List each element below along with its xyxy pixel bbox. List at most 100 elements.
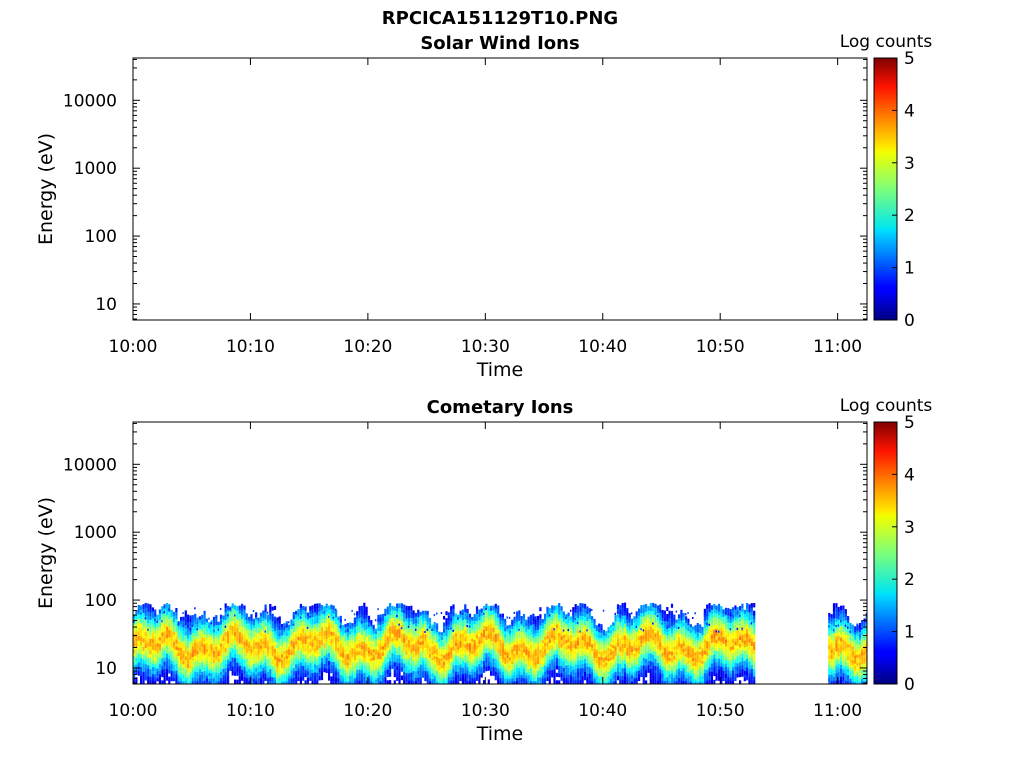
- spectrogram-cell: [243, 616, 246, 621]
- spectrogram-cell: [398, 662, 401, 668]
- spectrogram-cell: [565, 646, 568, 650]
- spectrogram-cell: [513, 635, 516, 639]
- spectrogram-cell: [187, 674, 190, 678]
- spectrogram-cell: [377, 630, 380, 635]
- spectrogram-cell: [241, 662, 244, 667]
- spectrogram-cell: [525, 657, 528, 662]
- spectrogram-cell: [649, 660, 652, 666]
- spectrogram-cell: [598, 634, 601, 638]
- spectrogram-cell: [475, 613, 479, 618]
- spectrogram-cell: [180, 668, 183, 673]
- spectrogram-cell: [241, 651, 244, 656]
- spectrogram-cell: [518, 623, 521, 628]
- spectrogram-cell: [142, 625, 145, 630]
- spectrogram-cell: [515, 647, 519, 652]
- spectrogram-cell: [464, 633, 467, 638]
- spectrogram-cell: [295, 624, 298, 628]
- spectrogram-cell: [584, 654, 587, 660]
- spectrogram-cell: [417, 619, 420, 624]
- spectrogram-cell: [518, 637, 521, 641]
- spectrogram-cell: [353, 629, 356, 633]
- spectrogram-cell: [459, 617, 462, 622]
- spectrogram-cell: [168, 658, 171, 663]
- spectrogram-cell: [546, 655, 549, 660]
- spectrogram-cell: [158, 629, 161, 634]
- spectrogram-cell: [271, 627, 274, 632]
- spectrogram-cell: [353, 623, 356, 627]
- spectrogram-cell: [135, 610, 138, 615]
- spectrogram-cell: [290, 672, 293, 676]
- spectrogram-cell: [443, 677, 446, 682]
- spectrogram-cell: [205, 678, 208, 682]
- spectrogram-cell: [156, 643, 159, 647]
- colorbar-tick-label: 0: [904, 311, 915, 331]
- spectrogram-cell: [436, 664, 439, 668]
- spectrogram-cell: [579, 639, 582, 644]
- spectrogram-cell: [323, 611, 325, 614]
- spectrogram-cell: [276, 659, 279, 664]
- spectrogram-cell: [414, 635, 418, 640]
- spectrogram-cell: [614, 668, 617, 672]
- spectrogram-cell: [172, 615, 176, 619]
- spectrogram-cell: [255, 618, 258, 623]
- spectrogram-cell: [652, 614, 655, 619]
- spectrogram-cell: [551, 619, 554, 624]
- spectrogram-cell: [208, 681, 211, 684]
- spectrogram-cell: [414, 648, 418, 653]
- spectrogram-cell: [574, 668, 577, 673]
- spectrogram-cell: [520, 662, 523, 666]
- spectrogram-cell: [144, 659, 147, 665]
- spectrogram-cell: [607, 660, 610, 664]
- spectrogram-cell: [370, 634, 373, 638]
- spectrogram-cell: [626, 665, 629, 670]
- spectrogram-cell: [182, 680, 185, 684]
- spectrogram-cell: [405, 646, 408, 651]
- spectrogram-cell: [335, 626, 338, 631]
- spectrogram-cell: [290, 657, 293, 661]
- spectrogram-cell: [203, 674, 206, 678]
- spectrogram-cell: [619, 679, 622, 684]
- spectrogram-cell: [501, 632, 504, 637]
- spectrogram-cell: [269, 665, 272, 670]
- spectrogram-cell: [165, 618, 169, 623]
- spectrogram-cell: [485, 603, 488, 609]
- spectrogram-cell: [431, 681, 434, 684]
- spectrogram-cell: [243, 655, 246, 660]
- spectrogram-cell: [459, 610, 462, 615]
- spectrogram-cell: [569, 674, 573, 679]
- spectrogram-cell: [203, 664, 206, 668]
- spectrogram-cell: [372, 643, 375, 647]
- spectrogram-cell: [316, 638, 319, 643]
- spectrogram-cell: [607, 634, 610, 638]
- spectrogram-cell: [431, 670, 434, 674]
- spectrogram-cell: [170, 633, 173, 638]
- spectrogram-cell: [191, 677, 194, 681]
- spectrogram-cell: [593, 645, 596, 649]
- spectrogram-cell: [440, 669, 443, 673]
- spectrogram-cell: [553, 613, 556, 618]
- spectrogram-cell: [208, 678, 211, 682]
- spectrogram-cell: [398, 620, 401, 626]
- spectrogram-cell: [140, 657, 143, 663]
- spectrogram-cell: [358, 650, 361, 655]
- spectrogram-cell: [147, 664, 150, 670]
- spectrogram-cell: [295, 670, 298, 675]
- spectrogram-cell: [407, 654, 410, 659]
- spectrogram-cell: [645, 618, 648, 623]
- spectrogram-cell: [154, 609, 157, 614]
- spectrogram-cell: [302, 643, 305, 648]
- spectrogram-cell: [318, 639, 321, 645]
- spectrogram-cell: [433, 633, 436, 637]
- spectrogram-cell: [208, 644, 211, 648]
- spectrogram-cell: [529, 628, 533, 632]
- spectrogram-cell: [405, 680, 408, 684]
- spectrogram-cell: [534, 677, 537, 682]
- spectrogram-cell: [501, 613, 504, 618]
- spectrogram-cell: [243, 605, 246, 610]
- spectrogram-cell: [485, 608, 487, 611]
- spectrogram-cell: [330, 676, 333, 681]
- spectrogram-cell: [544, 626, 547, 631]
- spectrogram-cell: [586, 645, 589, 650]
- spectrogram-cell: [558, 680, 561, 684]
- spectrogram-cell: [605, 643, 608, 646]
